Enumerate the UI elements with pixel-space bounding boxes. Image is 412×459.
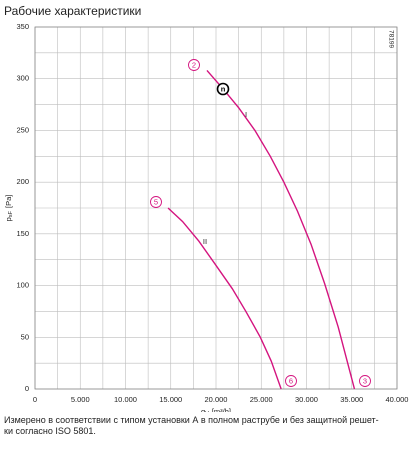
- y-tick-label: 200: [16, 177, 29, 186]
- x-tick-label: 10.000: [114, 395, 137, 404]
- chart-title: Рабочие характеристики: [4, 4, 141, 18]
- footnote-line: ки согласно ISO 5801.: [4, 426, 96, 436]
- x-tick-label: 30.000: [295, 395, 318, 404]
- y-tick-label: 300: [16, 74, 29, 83]
- y-tick-label: 50: [21, 332, 29, 341]
- annotation-circle: [359, 375, 371, 387]
- annotation-circle: [150, 196, 162, 208]
- x-axis-label-part: [m³/h]: [212, 407, 231, 412]
- y-tick-label: 100: [16, 281, 29, 290]
- curve: [167, 207, 282, 390]
- plot-frame: [34, 26, 398, 390]
- annotation-label: 2: [192, 60, 196, 69]
- y-axis-label: psF [Pa]: [4, 195, 14, 222]
- x-tick-label: 0: [33, 395, 37, 404]
- annotation-label: n: [221, 84, 226, 93]
- x-tick-label: 35.000: [340, 395, 363, 404]
- chart: Рабочие характеристики 0 5.000 10.000 15.00…: [4, 4, 409, 412]
- footnote-line: Измерено в соответствии с типом установк…: [4, 415, 379, 425]
- x-axis-label-part: q: [201, 407, 205, 412]
- annotation-label: 5: [154, 197, 158, 206]
- x-tick-label: 5.000: [71, 395, 90, 404]
- y-tick-label: 250: [16, 125, 29, 134]
- curve-label: II: [203, 237, 207, 246]
- annotation-circle: [188, 59, 200, 71]
- y-axis-label-part: sF: [8, 210, 14, 217]
- y-tick-label: 350: [16, 22, 29, 31]
- x-tick-label: 15.000: [159, 395, 182, 404]
- figure-code: 78199: [387, 30, 394, 48]
- x-axis-label: qV[m³/h]: [201, 407, 231, 412]
- y-axis-label-part: p: [4, 217, 13, 221]
- annotation-label: 3: [363, 376, 367, 385]
- x-axis-label-part: V: [205, 411, 209, 412]
- annotation-label: 6: [289, 376, 293, 385]
- y-tick-label: 150: [16, 229, 29, 238]
- annotation-circle: [285, 375, 297, 387]
- curve: [206, 69, 356, 390]
- x-tick-label: 20.000: [205, 395, 228, 404]
- curve-label: I: [245, 110, 247, 119]
- annotation-circle: [216, 82, 230, 96]
- x-tick-label: 40.000: [386, 395, 409, 404]
- x-tick-label: 25.000: [250, 395, 273, 404]
- y-axis-label-part: [Pa]: [4, 195, 13, 208]
- y-tick-label: 0: [25, 384, 29, 393]
- footnote: Измерено в соответствии с типом установк…: [4, 415, 408, 437]
